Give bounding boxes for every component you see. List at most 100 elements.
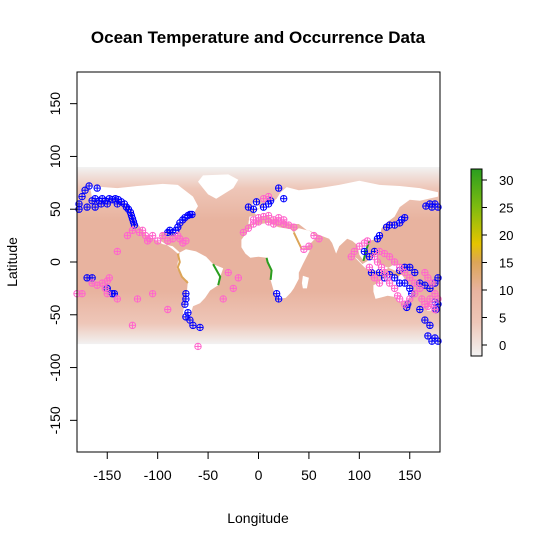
point-pink xyxy=(406,295,414,303)
point-pink xyxy=(411,279,419,287)
point-pink xyxy=(148,289,157,298)
land-greenland xyxy=(198,174,239,199)
x-tick-label: -50 xyxy=(198,467,218,483)
point-pink xyxy=(416,284,424,293)
point-pink xyxy=(305,242,313,250)
colorbar-tick-label: 10 xyxy=(499,283,513,298)
point-pink xyxy=(105,274,113,282)
point-pink xyxy=(363,237,372,245)
point-pink xyxy=(315,235,323,243)
point-pink xyxy=(395,263,404,271)
colorbar-tick-label: 15 xyxy=(499,256,513,271)
point-pink xyxy=(93,281,101,289)
point-blue xyxy=(85,182,93,190)
x-tick-label: 50 xyxy=(301,467,317,483)
colorbar-tick-label: 5 xyxy=(499,311,506,326)
point-blue xyxy=(103,200,111,208)
point-pink xyxy=(365,263,374,271)
colorbar-tick-label: 30 xyxy=(499,173,513,188)
coast-edge xyxy=(212,263,222,286)
land-masses xyxy=(77,72,440,452)
point-pink xyxy=(426,295,434,303)
land-north-america xyxy=(89,183,198,254)
point-pink xyxy=(280,216,288,224)
x-axis-label: Longitude xyxy=(227,510,289,526)
point-blue xyxy=(91,203,99,211)
point-pink xyxy=(428,279,436,287)
point-blue xyxy=(181,300,189,308)
point-pink xyxy=(347,253,355,261)
point-pink xyxy=(244,224,253,232)
x-tick-label: 150 xyxy=(398,467,422,483)
y-axis: -150 -100 -50 0 50 100 150 xyxy=(47,92,78,434)
point-blue xyxy=(401,279,409,287)
y-tick-label: 0 xyxy=(47,258,63,266)
colorbar-gradient xyxy=(470,168,483,357)
point-blue xyxy=(78,192,86,201)
point-pink xyxy=(123,231,132,240)
point-pink xyxy=(133,295,142,303)
point-pink xyxy=(401,268,409,277)
colorbar-legend: 0 5 10 15 20 25 30 xyxy=(470,168,513,357)
point-blue xyxy=(274,295,283,303)
y-tick-label: -100 xyxy=(47,353,63,381)
point-pink xyxy=(219,295,227,303)
raster-bottom-blank xyxy=(77,344,440,452)
point-blue xyxy=(83,203,91,211)
point-blue xyxy=(188,210,196,219)
point-blue xyxy=(373,235,382,243)
point-pink xyxy=(182,237,190,245)
raster-top-blank xyxy=(77,72,440,167)
point-blue xyxy=(113,200,122,208)
y-axis-label: Latitude xyxy=(4,237,20,287)
point-blue xyxy=(280,194,288,203)
point-pink xyxy=(418,295,426,303)
point-pink xyxy=(373,258,382,266)
point-blue xyxy=(424,332,432,340)
point-pink xyxy=(234,274,243,282)
point-pink xyxy=(239,228,248,237)
point-pink xyxy=(390,284,399,293)
point-pink xyxy=(128,226,137,235)
point-blue xyxy=(259,203,268,211)
colorbar-tick-label: 0 xyxy=(499,338,506,353)
plot-area xyxy=(73,72,442,452)
point-pink xyxy=(254,218,263,226)
point-pink xyxy=(300,245,308,254)
point-blue xyxy=(421,316,429,324)
point-blue xyxy=(184,308,192,317)
point-pink xyxy=(113,247,122,256)
point-blue xyxy=(382,223,391,231)
land-eurasia xyxy=(248,180,438,261)
point-blue xyxy=(93,184,101,192)
y-tick-label: 50 xyxy=(47,201,63,217)
point-blue xyxy=(428,203,436,211)
point-blue xyxy=(426,321,434,330)
point-pink xyxy=(370,274,379,282)
point-blue xyxy=(196,323,204,332)
point-pink xyxy=(264,192,273,201)
point-pink xyxy=(194,342,202,351)
occurrence-points xyxy=(73,182,442,351)
point-blue xyxy=(401,213,409,222)
point-pink xyxy=(103,289,111,298)
point-pink xyxy=(153,237,162,245)
point-pink xyxy=(269,220,278,228)
coast-edge xyxy=(265,257,273,281)
point-pink xyxy=(406,274,414,282)
point-blue xyxy=(81,186,89,194)
point-pink xyxy=(390,258,399,266)
point-pink xyxy=(229,284,237,293)
land-madagascar xyxy=(301,275,309,289)
point-pink xyxy=(164,305,172,314)
point-pink xyxy=(224,268,232,277)
point-blue xyxy=(360,247,369,256)
point-pink xyxy=(145,235,154,243)
y-tick-label: -50 xyxy=(47,304,63,324)
chart-title: Ocean Temperature and Occurrence Data xyxy=(91,28,426,47)
point-blue xyxy=(244,203,253,211)
x-tick-label: -150 xyxy=(93,467,121,483)
point-blue xyxy=(189,321,197,330)
point-pink xyxy=(411,289,419,298)
